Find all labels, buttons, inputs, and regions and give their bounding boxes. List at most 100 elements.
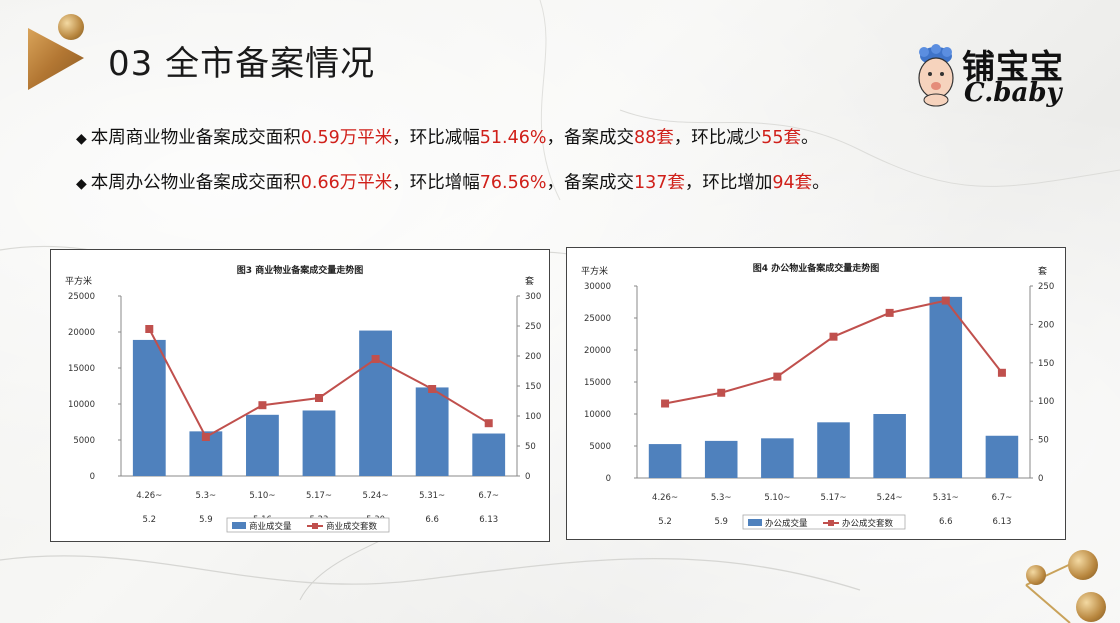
page-title: 03 全市备案情况 xyxy=(108,44,376,84)
summary-text: ，环比增幅 xyxy=(392,173,480,193)
bar xyxy=(873,414,906,478)
line-point xyxy=(941,296,950,305)
chart-title: 图3 商业物业备案成交量走势图 xyxy=(237,264,363,276)
x-tick-label: 5.17~ xyxy=(820,493,846,503)
legend-swatch-bar xyxy=(748,519,762,526)
bar xyxy=(472,433,506,476)
highlight-value: 51.46% xyxy=(479,128,547,148)
x-tick-label: 6.7~ xyxy=(478,491,499,501)
legend-swatch-marker xyxy=(828,520,834,526)
chart-commercial: 图3 商业物业备案成交量走势图平方米 套 0 5000 10000 15000 20000 2… xyxy=(50,249,550,542)
summary-text: ，环比减少 xyxy=(673,128,762,148)
summary-text: 本周办公物业备案成交面积 xyxy=(90,173,301,193)
legend-label: 办公成交套数 xyxy=(842,518,894,529)
chart-office-svg: 图4 办公物业备案成交量走势图 平方米 套 0 5000 10000 15000 20000 2… xyxy=(581,262,1054,530)
x-tick-label: 5.9 xyxy=(199,515,213,525)
y2-tick-label: 300 xyxy=(525,292,541,302)
chart-office: 图4 办公物业备案成交量走势图 平方米 套 0 5000 10000 15000 20000 2… xyxy=(566,247,1066,540)
left-axis-label: 平方米 xyxy=(65,275,92,287)
chart-title: 图4 办公物业备案成交量走势图 xyxy=(753,262,879,274)
summary-text: ，备案成交 xyxy=(546,173,634,193)
gold-dot xyxy=(1026,565,1046,585)
bar xyxy=(761,438,794,478)
brand-logo: 铺宝宝 C.baby xyxy=(914,40,1084,112)
x-tick-label: 5.24~ xyxy=(877,493,903,503)
summary-text: 本周商业物业备案成交面积 xyxy=(90,128,301,148)
legend-label: 办公成交量 xyxy=(765,518,808,529)
highlight-value: 137套 xyxy=(633,173,685,193)
legend-swatch-marker xyxy=(312,523,318,529)
y2-tick-label: 250 xyxy=(1038,282,1054,292)
y2-tick-label: 200 xyxy=(1038,320,1054,330)
y2-tick-label: 0 xyxy=(1038,474,1043,484)
x-tick-label: 5.2 xyxy=(143,515,157,525)
line-point xyxy=(145,325,154,333)
right-axis-label: 套 xyxy=(1038,265,1047,277)
y2-tick-label: 250 xyxy=(525,322,541,332)
y-tick-label: 10000 xyxy=(68,400,95,410)
summary-text: 。 xyxy=(801,128,819,148)
x-tick-label: 5.17~ xyxy=(306,491,332,501)
summary-text: ，备案成交 xyxy=(546,128,634,148)
line-point xyxy=(315,394,323,402)
line-point xyxy=(428,385,437,393)
y2-tick-label: 50 xyxy=(1038,436,1049,446)
summary-bullet-office: ◆ 本周办公物业备案成交面积0.66万平米，环比增幅76.56%，备案成交137套… xyxy=(76,169,830,194)
x-tick-label: 4.26~ xyxy=(136,491,162,501)
bar xyxy=(704,440,738,478)
y2-tick-label: 150 xyxy=(1038,359,1054,369)
x-tick-label: 5.24~ xyxy=(363,491,389,501)
line-point xyxy=(773,372,782,381)
bar xyxy=(415,387,449,476)
bar xyxy=(359,330,392,476)
legend-label: 商业成交套数 xyxy=(326,521,378,532)
line-point xyxy=(201,433,210,441)
y-tick-label: 5000 xyxy=(589,442,611,452)
y2-tick-label: 100 xyxy=(525,412,541,422)
y-tick-label: 25000 xyxy=(68,292,95,302)
x-tick-label: 6.13 xyxy=(992,517,1011,527)
x-tick-label: 5.3~ xyxy=(196,491,217,501)
diamond-bullet-icon: ◆ xyxy=(76,176,87,192)
y-tick-label: 15000 xyxy=(68,364,95,374)
x-tick-label: 5.2 xyxy=(658,517,672,527)
summary-text: 。 xyxy=(812,173,830,193)
x-tick-label: 5.3~ xyxy=(711,493,732,503)
highlight-value: 55套 xyxy=(761,128,802,148)
bar xyxy=(132,339,166,476)
bar xyxy=(648,444,682,478)
logo-triangle xyxy=(28,28,84,90)
line-point xyxy=(484,419,493,428)
x-tick-label: 5.31~ xyxy=(419,491,445,501)
legend-swatch-bar xyxy=(232,522,246,529)
x-tick-label: 4.26~ xyxy=(652,493,678,503)
line-point xyxy=(661,399,670,408)
summary-text: ，环比减幅 xyxy=(392,128,480,148)
x-tick-label: 6.6 xyxy=(939,517,953,527)
line-point xyxy=(885,308,894,317)
y-tick-label: 5000 xyxy=(73,436,95,446)
y2-tick-label: 200 xyxy=(525,352,541,362)
y2-tick-label: 0 xyxy=(525,472,530,482)
x-tick-label: 5.10~ xyxy=(764,493,790,503)
y-tick-label: 30000 xyxy=(584,282,611,292)
gold-dot xyxy=(58,14,84,40)
summary-bullet-commercial: ◆ 本周商业物业备案成交面积0.59万平米，环比减幅51.46%，备案成交88套，… xyxy=(76,124,819,149)
line-point xyxy=(997,368,1006,377)
mascot-icon xyxy=(918,44,954,107)
bar xyxy=(817,422,850,478)
highlight-value: 88套 xyxy=(633,128,674,148)
bar xyxy=(985,435,1019,478)
line-point xyxy=(371,355,380,363)
legend-label: 商业成交量 xyxy=(249,521,292,532)
highlight-value: 0.59万平米 xyxy=(300,128,393,148)
highlight-value: 76.56% xyxy=(479,173,547,193)
x-tick-label: 5.10~ xyxy=(249,491,275,501)
y2-tick-label: 100 xyxy=(1038,397,1054,407)
y-tick-label: 20000 xyxy=(68,328,95,338)
x-tick-label: 5.31~ xyxy=(933,493,959,503)
y2-tick-label: 50 xyxy=(525,442,536,452)
y-tick-label: 10000 xyxy=(584,410,611,420)
right-axis-label: 套 xyxy=(525,275,534,287)
